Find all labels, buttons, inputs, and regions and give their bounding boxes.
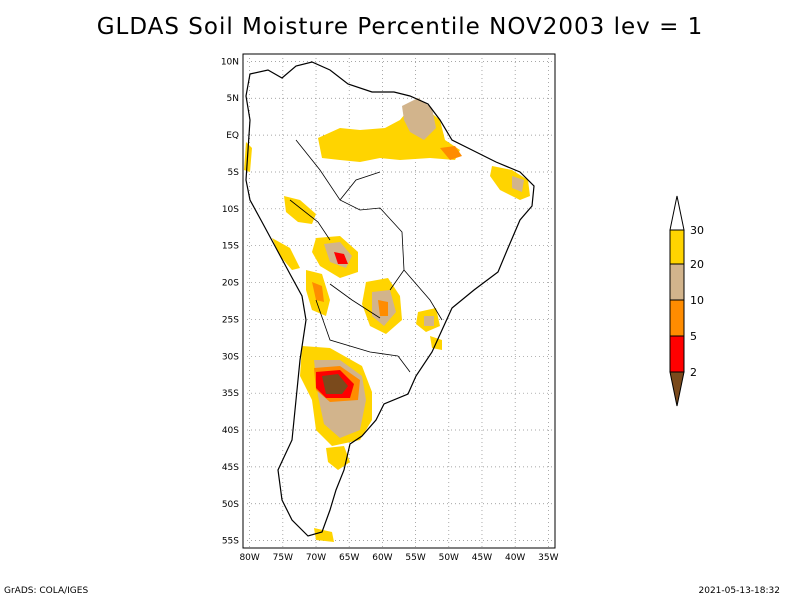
region-peru-coast [272,238,300,270]
lon-label: 50W [439,553,459,563]
legend-tick-30: 30 [690,224,704,237]
lat-label: 5N [227,94,239,104]
region-andes-tan [312,282,324,302]
legend-tick-5: 5 [690,330,697,343]
legend-10-20 [669,263,685,301]
region-argentina-brown [322,374,348,394]
percentile-regions [244,98,530,542]
coastline [245,61,535,537]
lat-label: EQ [226,131,239,141]
longitude-labels: 80W 75W 70W 65W 60W 55W 50W 45W 40W 35W [239,553,558,563]
footer-credit: GrADS: COLA/IGES [4,586,89,596]
legend-20-30 [669,229,685,265]
lat-label: 50S [222,500,239,510]
color-legend: 30 20 10 5 2 [669,195,704,407]
lon-label: 40W [505,553,525,563]
lon-label: 70W [306,553,326,563]
lon-label: 80W [239,553,259,563]
legend-above-30 [669,195,685,231]
lat-label: 20S [222,279,239,289]
country-borders [289,139,443,373]
lat-label: 30S [222,352,239,362]
lat-label: 10N [221,57,239,67]
legend-5-10 [669,299,685,337]
lat-label: 45S [222,463,239,473]
lon-label: 60W [372,553,392,563]
lon-label: 45W [472,553,492,563]
region-patagonia-south [314,528,334,542]
lon-label: 55W [405,553,425,563]
lat-label: 25S [222,315,239,325]
region-guiana [402,98,436,140]
region-ne-tan [512,176,524,192]
chart-title: GLDAS Soil Moisture Percentile NOV2003 l… [96,14,704,40]
legend-tick-10: 10 [690,294,704,307]
lat-label: 40S [222,426,239,436]
lat-label: 15S [222,242,239,252]
region-bolivia-red [334,252,348,264]
lon-label: 35W [538,553,558,563]
region-sao-paulo-tan [424,316,434,326]
legend-below-2 [669,371,685,407]
region-patagonia [326,446,350,470]
region-paraguay-orange [378,300,388,316]
footer-timestamp: 2021-05-13-18:32 [698,586,781,596]
legend-2-5 [669,335,685,373]
region-guiana-orange [440,146,462,160]
lat-label: 35S [222,389,239,399]
region-peru [284,196,316,224]
lat-label: 55S [222,537,239,547]
latitude-labels: 10N 5N EQ 5S 10S 15S 20S 25S 30S 35S 40S 45S 50S 55S [221,57,239,546]
region-coast-east [490,166,530,200]
lon-label: 75W [273,553,293,563]
lat-label: 5S [228,168,240,178]
legend-tick-2: 2 [690,366,697,379]
lat-label: 10S [222,205,239,215]
legend-tick-20: 20 [690,258,704,271]
lon-label: 65W [339,553,359,563]
